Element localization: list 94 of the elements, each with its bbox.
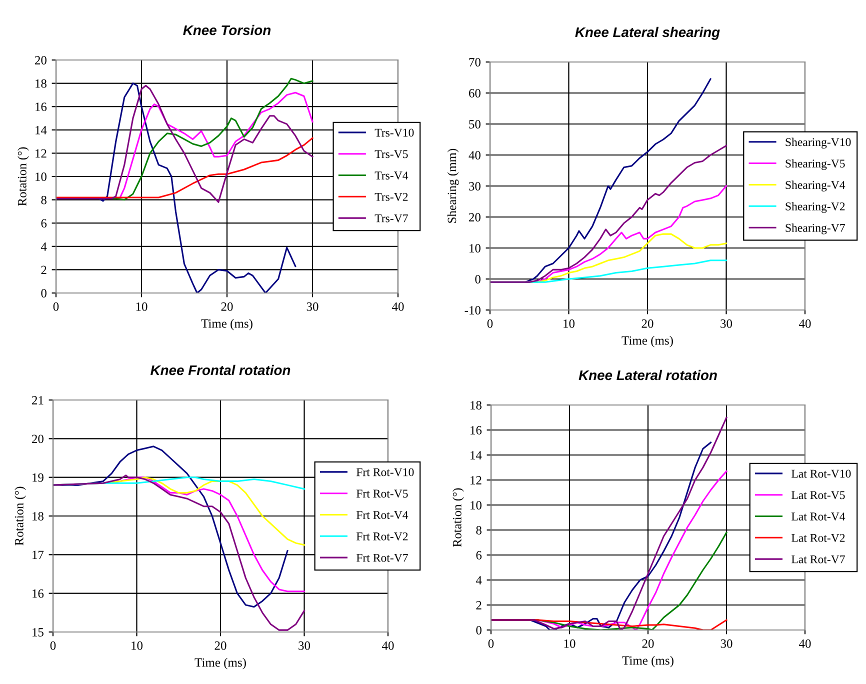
x-tick-label: 40 — [382, 641, 394, 650]
legend-label: Lat Rot-V7 — [792, 555, 845, 564]
y-tick-label: 18 — [470, 401, 482, 410]
x-tick-label: 30 — [720, 639, 732, 648]
line-series — [491, 416, 728, 630]
x-tick-label: 20 — [642, 319, 654, 328]
y-tick-label: 20 — [35, 56, 46, 64]
y-tick-label: 17 — [32, 550, 44, 560]
y-tick-label: -10 — [464, 306, 480, 314]
x-tick-label: 10 — [136, 302, 148, 311]
x-tick-label: 0 — [488, 639, 494, 648]
x-axis-title: Time (ms) — [622, 336, 673, 348]
y-tick-label: 12 — [36, 149, 46, 158]
legend-label: Lat Rot-V5 — [792, 491, 845, 500]
line-series — [56, 137, 314, 198]
y-tick-label: 10 — [470, 244, 480, 252]
y-axis-title: Rotation (°) — [18, 147, 29, 206]
legend-label: Trs-V2 — [374, 192, 408, 201]
y-tick-label: 50 — [469, 120, 480, 128]
legend-label: Shearing-V2 — [786, 202, 845, 213]
y-axis-title: Shearing (mm) — [447, 148, 459, 223]
y-tick-label: 15 — [32, 628, 44, 636]
y-tick-label: 18 — [32, 512, 44, 520]
y-tick-label: 20 — [32, 434, 44, 444]
y-tick-label: 21 — [32, 396, 44, 404]
legend-label: Shearing-V7 — [786, 224, 845, 234]
legend-label: Shearing-V5 — [786, 159, 845, 170]
y-tick-label: 19 — [32, 473, 44, 482]
legend-label: Shearing-V4 — [786, 180, 846, 192]
x-axis-title: Time (ms) — [622, 656, 674, 668]
y-tick-label: 16 — [470, 426, 482, 434]
y-tick-label: 40 — [468, 151, 480, 160]
y-tick-label: 12 — [470, 476, 482, 484]
y-tick-label: 16 — [32, 589, 44, 598]
legend-label: Frt Rot-V5 — [356, 490, 408, 498]
y-tick-label: 2 — [476, 601, 482, 610]
y-tick-label: 8 — [41, 196, 46, 204]
chart-title: Knee Lateral shearing — [575, 26, 720, 40]
chart-title: Knee Lateral rotation — [578, 370, 717, 380]
legend-label: Frt Rot-V4 — [356, 511, 408, 520]
y-tick-label: 60 — [469, 89, 480, 98]
x-tick-label: 0 — [50, 641, 56, 650]
legend-label: Lat Rot-V10 — [792, 470, 851, 478]
y-tick-label: 30 — [469, 182, 480, 190]
legend-label: Frt Rot-V7 — [356, 554, 408, 562]
y-tick-label: 14 — [470, 451, 482, 460]
y-tick-label: 20 — [469, 213, 480, 222]
legend-label: Lat Rot-V4 — [792, 512, 846, 521]
legend-label: Trs-V5 — [374, 150, 408, 158]
y-tick-label: 16 — [36, 102, 47, 112]
line-series — [53, 446, 288, 608]
x-tick-label: 20 — [214, 641, 226, 650]
y-tick-label: 6 — [41, 219, 47, 228]
y-tick-label: 0 — [41, 289, 46, 298]
x-tick-label: 0 — [53, 302, 59, 311]
y-tick-label: 10 — [36, 172, 46, 181]
legend-label: Frt Rot-V10 — [356, 468, 414, 476]
x-tick-label: 20 — [642, 639, 654, 648]
y-tick-label: 0 — [476, 626, 482, 634]
x-tick-label: 40 — [798, 319, 811, 328]
x-tick-label: 10 — [132, 641, 143, 650]
chart-title: Knee Frontal rotation — [150, 364, 290, 376]
y-tick-label: 10 — [470, 501, 482, 510]
y-tick-label: 70 — [469, 58, 480, 66]
legend-label: Shearing-V10 — [786, 138, 851, 149]
y-tick-label: 4 — [40, 242, 47, 251]
line-series — [53, 474, 306, 631]
x-tick-label: 40 — [392, 302, 404, 311]
legend-label: Trs-V10 — [374, 128, 414, 137]
x-tick-label: 30 — [306, 302, 318, 311]
y-tick-label: 6 — [476, 551, 482, 560]
y-tick-label: 8 — [476, 526, 482, 534]
x-tick-label: 10 — [564, 639, 576, 648]
y-tick-label: 4 — [476, 576, 482, 584]
chart-title: Knee Torsion — [183, 24, 271, 36]
legend-label: Trs-V7 — [374, 214, 408, 222]
y-tick-label: 2 — [41, 266, 46, 274]
y-tick-label: 0 — [475, 275, 480, 284]
y-axis-title: Rotation (°) — [14, 486, 26, 546]
line-series — [490, 144, 728, 283]
y-axis-title: Rotation (°) — [452, 488, 464, 547]
legend-label: Trs-V4 — [374, 172, 408, 180]
x-tick-label: 20 — [221, 302, 233, 311]
x-tick-label: 30 — [720, 319, 732, 328]
x-axis-title: Time (ms) — [201, 318, 252, 330]
legend-label: Lat Rot-V2 — [792, 534, 845, 542]
y-tick-label: 18 — [36, 79, 46, 88]
y-tick-label: 14 — [36, 126, 47, 134]
x-tick-label: 10 — [564, 319, 575, 328]
x-axis-title: Time (ms) — [194, 658, 246, 670]
x-tick-label: 0 — [487, 319, 493, 328]
x-tick-label: 30 — [298, 641, 310, 650]
x-tick-label: 40 — [798, 639, 811, 648]
legend-label: Frt Rot-V2 — [356, 532, 408, 540]
